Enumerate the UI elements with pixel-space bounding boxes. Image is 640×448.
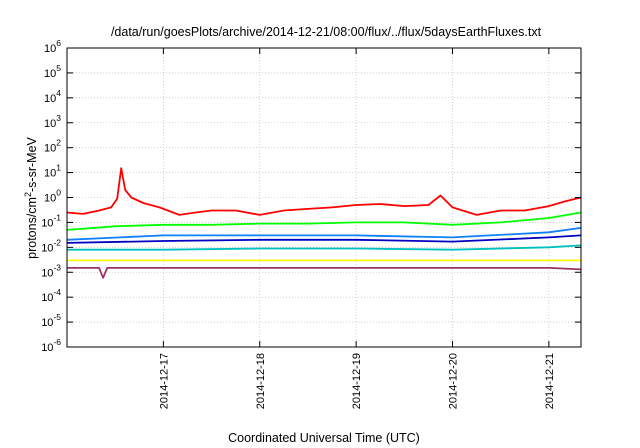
y-tick-label: 100 (44, 188, 61, 205)
y-tick-label: 10-4 (41, 287, 61, 304)
y-tick-label: 101 (44, 163, 61, 180)
y-tick-label: 10-5 (41, 312, 61, 329)
x-tick-label: 2014-12-21 (544, 353, 556, 409)
series-line-3 (67, 244, 582, 251)
series-line-2 (66, 211, 582, 231)
series-line-1 (66, 167, 582, 216)
plot-area-frame (66, 47, 582, 348)
y-axis-label-rest: -s-sr-MeV (25, 136, 39, 192)
y-axis-ticks: 10-6 10-5 10-4 10-3 10-2 10-1 100 101 102 103 104 1… (41, 38, 581, 354)
x-tick-label: 2014-12-17 (158, 353, 170, 409)
series-line-7 (67, 266, 582, 279)
grid-lines (67, 48, 581, 347)
series-line-5 (66, 234, 582, 244)
y-tick-label: 104 (44, 88, 61, 105)
x-tick-label: 2014-12-18 (255, 353, 267, 409)
y-tick-label: 10-3 (41, 262, 61, 279)
y-axis-label-unit: protons/cm (25, 197, 39, 259)
y-tick-label: 10-1 (41, 212, 61, 229)
y-axis-label: protons/cm2-s-sr-MeV (23, 136, 39, 258)
x-axis-ticks: 2014-12-17 2014-12-18 2014-12-19 2014-12-20… (158, 48, 556, 409)
x-tick-label: 2014-12-19 (351, 353, 363, 409)
x-axis-label: Coordinated Universal Time (UTC) (228, 431, 420, 445)
series-layer (66, 167, 582, 279)
y-tick-label: 10-2 (41, 237, 61, 254)
y-tick-label: 103 (44, 113, 61, 130)
series-line-4 (66, 227, 582, 241)
y-tick-label: 10-6 (41, 337, 61, 354)
y-axis-label-exponent: 2 (23, 192, 33, 197)
y-tick-label: 106 (44, 38, 61, 55)
y-tick-label: 102 (44, 138, 61, 155)
x-tick-label: 2014-12-20 (448, 353, 460, 409)
y-tick-label: 105 (44, 63, 61, 80)
chart-title: /data/run/goesPlots/archive/2014-12-21/0… (111, 25, 542, 39)
